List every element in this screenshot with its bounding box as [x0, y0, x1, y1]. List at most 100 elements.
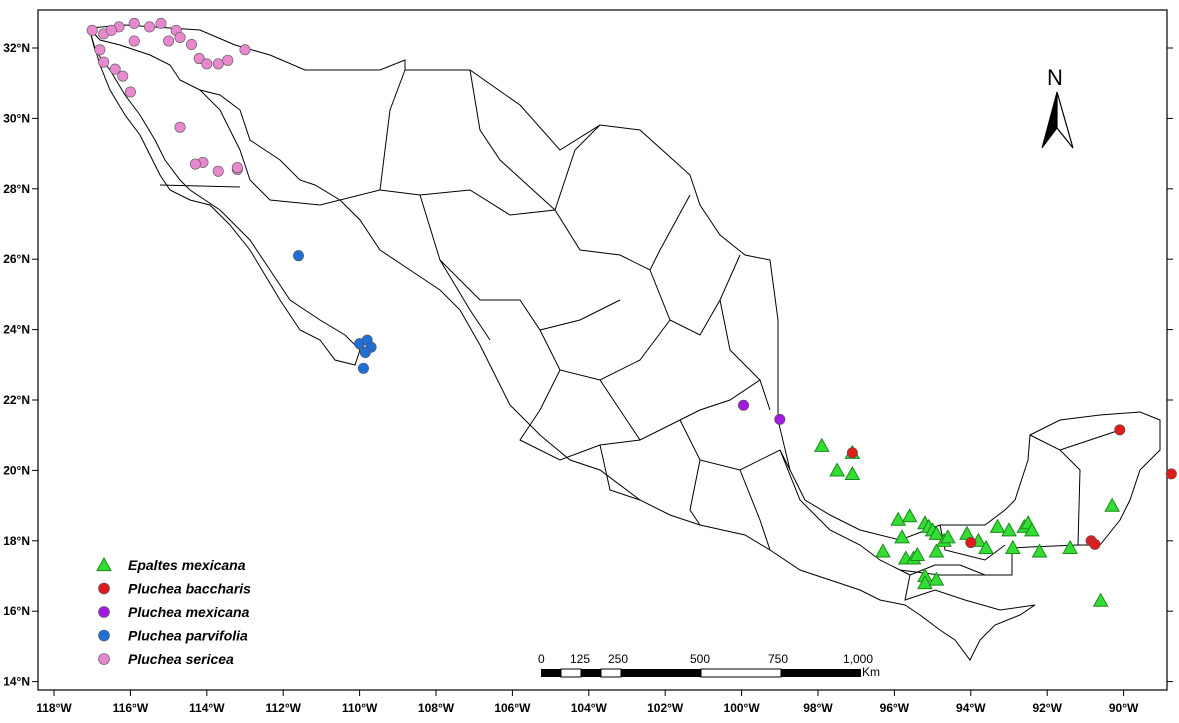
- campeche-border: [1059, 429, 1121, 451]
- scale-tick-750: 750: [768, 652, 788, 666]
- epaltes-mexicana-point: [1092, 592, 1109, 607]
- oaxaca-veracruz-border: [779, 449, 911, 576]
- north-border-1: [469, 69, 556, 211]
- pluchea-sericea-point: [94, 44, 106, 56]
- latitude-axis: 32°N 30°N 28°N 26°N 24°N 22°N 20°N 18°N 16°N 14°N: [3, 41, 1173, 689]
- epaltes-mexicana-point: [1024, 522, 1040, 537]
- lon-tick-label: 98°W: [803, 701, 833, 715]
- pluchea-parvifolia-point: [359, 346, 371, 358]
- pluchea-sericea-point: [212, 165, 224, 177]
- epaltes-mexicana-point: [829, 462, 845, 477]
- lon-tick-label: 112°W: [265, 701, 301, 715]
- lat-tick-label: 24°N: [3, 323, 30, 337]
- central-states-border-2: [599, 379, 641, 441]
- central-states-border-5: [689, 459, 701, 526]
- scale-bar-seg-3: [581, 669, 601, 677]
- pluchea-sericea-point: [163, 35, 175, 47]
- epaltes-mexicana-point: [928, 525, 945, 540]
- scale-tick-250: 250: [608, 652, 628, 666]
- country-outline-layer: [87, 24, 1161, 661]
- legend-epaltes-mexicana-label: Epaltes mexicana: [128, 557, 246, 573]
- pluchea-sericea-point: [239, 44, 251, 56]
- pluchea-baccharis-point: [1165, 468, 1177, 480]
- legend-pluchea-baccharis-label: Pluchea baccharis: [128, 581, 251, 597]
- pluchea-sericea-point: [144, 21, 156, 33]
- pluchea-baccharis-point: [1089, 538, 1101, 550]
- legend-epaltes-mexicana-icon: [96, 556, 112, 572]
- epaltes-mexicana-point: [978, 539, 994, 554]
- north-arrow-label: N: [1047, 65, 1063, 90]
- pluchea-sericea-point: [105, 24, 117, 36]
- epaltes-mexicana-point: [1004, 539, 1021, 554]
- lon-tick-label: 106°W: [494, 701, 531, 715]
- epaltes-mexicana-point: [1062, 539, 1078, 554]
- chiapas-border: [899, 569, 985, 576]
- lon-tick-label: 94°W: [956, 701, 986, 715]
- scale-tick-500: 500: [690, 652, 710, 666]
- lat-tick-label: 20°N: [3, 463, 30, 477]
- legend-pluchea-sericea-label: Pluchea sericea: [128, 651, 234, 667]
- pluchea-sericea-point: [231, 162, 243, 174]
- legend: Epaltes mexicana Pluchea baccharis Pluchea…: [96, 556, 251, 667]
- map-border: [37, 9, 1168, 691]
- lon-tick-label: 104°W: [571, 701, 608, 715]
- scale-unit: Km: [862, 665, 880, 679]
- pluchea-sericea-point: [222, 54, 234, 66]
- scale-bar-seg-4: [600, 668, 622, 678]
- pluchea-sericea-point: [212, 58, 224, 70]
- epaltes-mexicana-point: [1104, 497, 1120, 512]
- pluchea-baccharis-point: [846, 447, 858, 459]
- lat-tick-label: 22°N: [3, 393, 30, 407]
- lon-tick-label: 110°W: [342, 701, 378, 715]
- yucatan-border: [1029, 434, 1081, 546]
- scale-bar-seg-6: [700, 668, 782, 678]
- pluchea-mexicana-point: [774, 413, 786, 425]
- epaltes-mexicana-point: [894, 529, 910, 544]
- baja-peninsula-outline: [87, 24, 1161, 661]
- pluchea-sericea-point: [128, 35, 140, 47]
- epaltes-mexicana-point: [928, 571, 945, 586]
- pluchea-sericea-point: [189, 158, 201, 170]
- north-arrow-right-icon: [1056, 91, 1074, 149]
- lat-tick-label: 28°N: [3, 182, 30, 196]
- legend-pluchea-baccharis-icon: [98, 582, 110, 595]
- pluchea-baccharis-point: [1114, 424, 1126, 436]
- coahuila-border: [554, 194, 691, 271]
- scale-bar-seg-7: [781, 669, 861, 677]
- lon-tick-label: 102°W: [647, 701, 684, 715]
- pluchea-sericea-point: [117, 70, 129, 82]
- lon-tick-label: 116°W: [113, 701, 149, 715]
- scale-bar-seg-2: [560, 668, 582, 678]
- epaltes-mexicana-point: [875, 543, 891, 558]
- central-states-border-1: [519, 369, 761, 461]
- lat-tick-label: 26°N: [3, 252, 30, 266]
- scale-tick-0: 0: [538, 652, 545, 666]
- scale-tick-1000: 1,000: [843, 652, 873, 666]
- pluchea-parvifolia-point: [357, 362, 369, 374]
- sinaloa-border: [439, 259, 491, 341]
- legend-pluchea-mexicana-icon: [98, 606, 110, 618]
- epaltes-mexicana-point: [1001, 522, 1017, 537]
- lat-tick-label: 14°N: [3, 675, 30, 689]
- north-border-2: [574, 124, 601, 151]
- legend-pluchea-parvifolia-icon: [98, 629, 110, 642]
- pluchea-sericea-point: [193, 53, 205, 65]
- guerrero-oaxaca-border: [739, 469, 771, 551]
- epaltes-mexicana-point: [890, 511, 907, 526]
- lon-tick-label: 118°W: [36, 701, 72, 715]
- occurrence-records-layer: [86, 17, 1177, 607]
- epaltes-mexicana-point: [928, 543, 945, 558]
- central-states-border-4: [599, 444, 641, 501]
- lon-tick-label: 92°W: [1032, 701, 1062, 715]
- lat-tick-label: 32°N: [3, 41, 30, 55]
- scale-bar-seg-1: [541, 669, 561, 677]
- lat-tick-label: 18°N: [3, 534, 30, 548]
- pluchea-sericea-point: [174, 121, 186, 133]
- lat-tick-label: 30°N: [3, 111, 30, 125]
- pluchea-sericea-point: [201, 58, 213, 70]
- epaltes-mexicana-point: [917, 575, 933, 590]
- scale-tick-125: 125: [570, 652, 590, 666]
- pluchea-sericea-point: [86, 24, 98, 36]
- lon-tick-label: 96°W: [880, 701, 910, 715]
